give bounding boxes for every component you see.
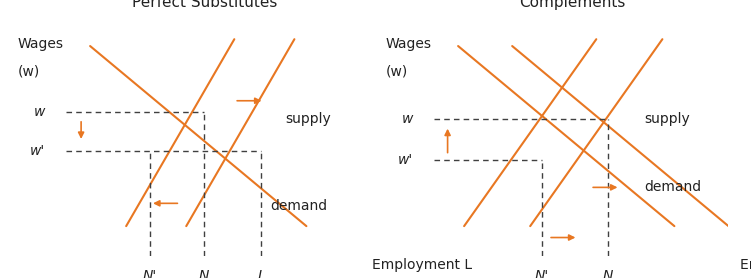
Text: Perfect Substitutes: Perfect Substitutes bbox=[131, 0, 277, 9]
Text: w': w' bbox=[30, 144, 45, 158]
Text: N: N bbox=[199, 269, 210, 278]
Text: N': N' bbox=[535, 269, 549, 278]
Text: Complements: Complements bbox=[519, 0, 626, 9]
Text: supply: supply bbox=[285, 112, 331, 126]
Text: w: w bbox=[402, 112, 413, 126]
Text: demand: demand bbox=[644, 180, 701, 194]
Text: (w): (w) bbox=[18, 64, 41, 78]
Text: Wages: Wages bbox=[386, 37, 432, 51]
Text: Employment N: Employment N bbox=[740, 258, 751, 272]
Text: supply: supply bbox=[644, 112, 690, 126]
Text: demand: demand bbox=[270, 198, 327, 213]
Text: w': w' bbox=[398, 153, 413, 167]
Text: Wages: Wages bbox=[18, 37, 64, 51]
Text: N: N bbox=[603, 269, 614, 278]
Text: w: w bbox=[34, 105, 45, 119]
Text: N': N' bbox=[143, 269, 157, 278]
Text: L: L bbox=[258, 269, 265, 278]
Text: Employment L: Employment L bbox=[372, 258, 472, 272]
Text: (w): (w) bbox=[386, 64, 409, 78]
